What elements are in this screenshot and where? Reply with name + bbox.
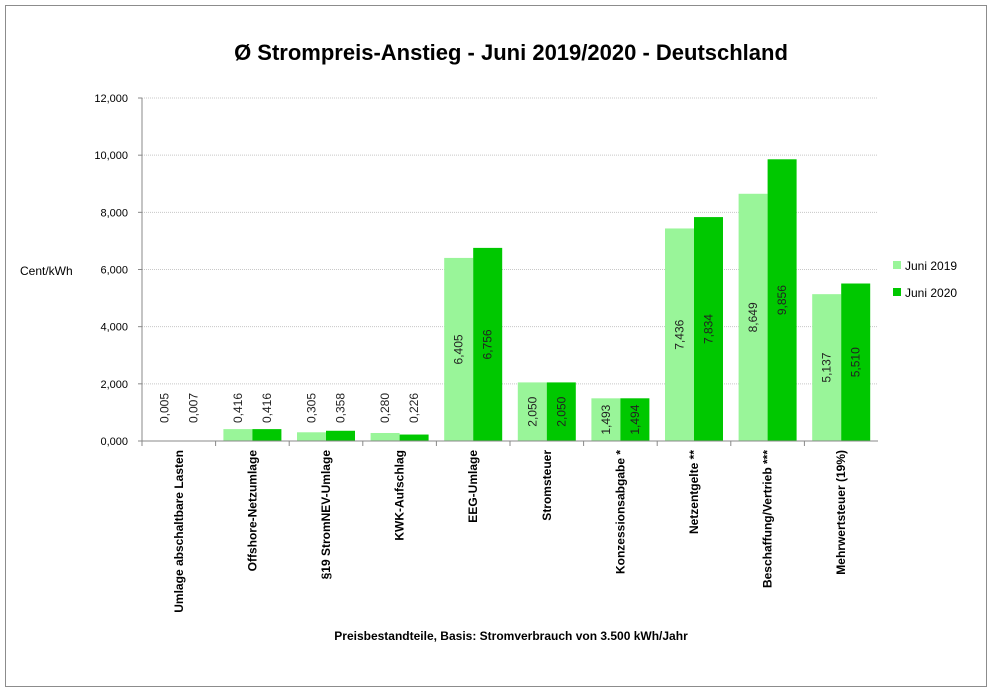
bar [841,283,871,441]
bar [546,382,576,441]
data-label: 5,137 [820,352,834,382]
bar [297,432,326,441]
category-label: Konzessionsabgabe * [613,450,627,574]
bar [473,247,503,441]
y-tick-label: 0,000 [100,436,128,448]
bar [223,429,253,441]
data-label: 0,280 [378,393,392,423]
data-label: 0,007 [186,393,200,423]
bar [370,432,400,441]
category-label: EEG-Umlage [466,450,480,523]
data-label: 7,436 [673,319,687,349]
bar [517,382,547,441]
bar [620,398,650,441]
bar [326,430,355,441]
data-label: 0,305 [305,393,319,423]
bar [738,193,768,441]
legend-label: Juni 2020 [905,286,957,300]
data-label: 7,834 [702,314,716,344]
bar [812,294,842,441]
data-label: 0,416 [231,393,245,423]
y-tick-label: 10,000 [94,150,128,162]
data-label: 0,358 [334,393,348,423]
y-tick-label: 12,000 [94,93,128,105]
x-axis-label: Preisbestandteile, Basis: Stromverbrauch… [334,629,688,643]
data-label: 6,405 [452,334,466,364]
data-label: 6,756 [481,329,495,359]
y-tick-label: 2,000 [100,379,128,391]
bar [399,434,429,441]
y-tick-label: 8,000 [100,207,128,219]
data-label: 2,050 [554,396,568,426]
category-label: KWK-Aufschlag [393,450,407,541]
data-label: 8,649 [746,302,760,332]
data-label: 0,226 [407,393,421,423]
bar [694,217,723,441]
y-tick-label: 4,000 [100,322,128,334]
legend-swatch [893,288,901,296]
category-label: Umlage abschaltbare Lasten [172,450,186,613]
bar [252,429,282,441]
data-label: 1,493 [599,404,613,434]
bar [591,398,621,441]
y-axis-label: Cent/kWh [20,264,73,278]
data-label: 0,416 [260,393,274,423]
legend-swatch [893,261,901,269]
category-label: Netzentgelte ** [687,450,701,534]
bar [444,257,474,441]
data-label: 9,856 [775,285,789,315]
category-label: Stromsteuer [540,450,554,521]
category-label: Beschaffung/Vertrieb *** [761,450,775,588]
bar [665,228,694,441]
category-label: Mehrwertsteuer (19%) [834,450,848,575]
data-label: 1,494 [628,404,642,434]
data-label: 0,005 [157,393,171,423]
chart-title: Ø Strompreis-Anstieg - Juni 2019/2020 - … [234,40,788,65]
data-label: 5,510 [849,347,863,377]
category-label: §19 StromNEV-Umlage [319,450,333,580]
legend-label: Juni 2019 [905,259,957,273]
chart-frame [5,5,987,687]
bar [767,159,797,442]
category-label: Offshore-Netzumlage [245,450,259,572]
data-label: 2,050 [525,396,539,426]
y-tick-label: 6,000 [100,265,128,277]
